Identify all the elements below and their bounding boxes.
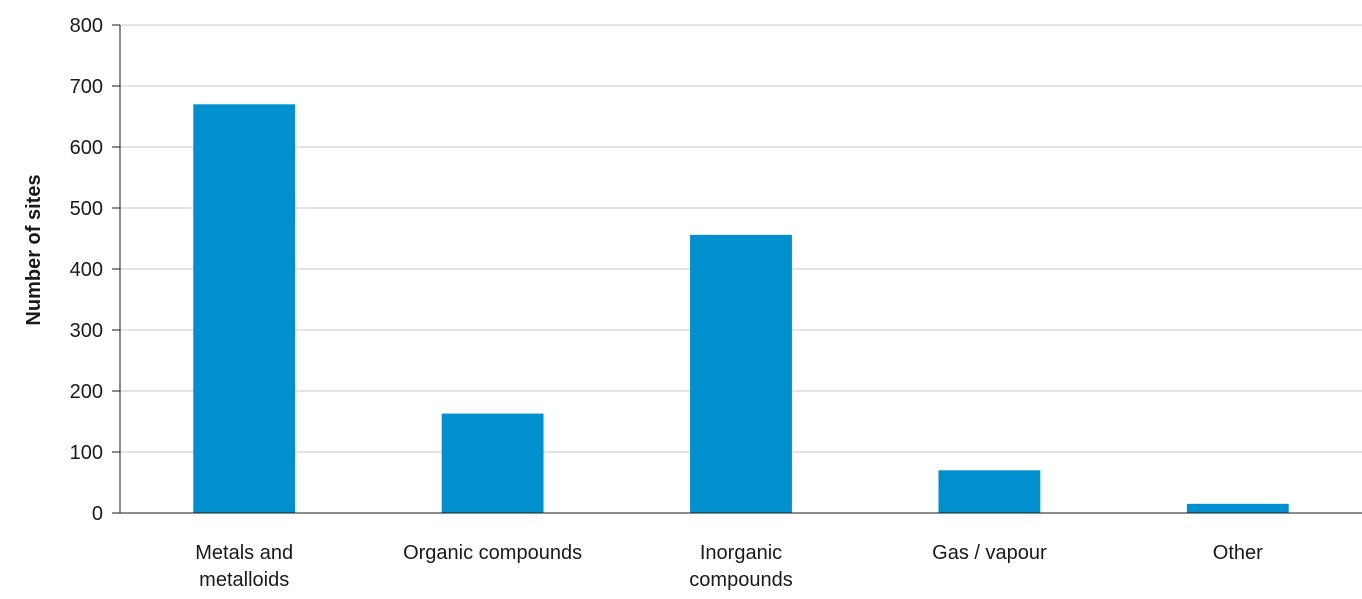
y-tick-label: 0 (92, 503, 103, 525)
bars (193, 104, 1289, 514)
y-tick-label: 100 (70, 442, 103, 464)
x-category-label: Metals and metalloids (195, 542, 293, 591)
x-category-labels: Metals and metalloids Organic compounds Ino… (195, 542, 1263, 591)
y-tick-labels: 0 100 200 300 400 500 600 700 800 (70, 15, 103, 525)
y-tick-label: 700 (70, 76, 103, 98)
x-category-label: Inorganic compounds (689, 542, 792, 591)
x-category-label: Gas / vapour (932, 542, 1047, 564)
y-tick-label: 800 (70, 15, 103, 37)
bar (193, 104, 296, 514)
y-tick-label: 600 (70, 137, 103, 159)
y-tick-label: 500 (70, 198, 103, 220)
x-category-label: Other (1213, 542, 1263, 564)
bar (441, 413, 544, 513)
y-tick-label: 200 (70, 381, 103, 403)
y-tick-label: 400 (70, 259, 103, 281)
bar (938, 470, 1041, 513)
y-tick-label: 300 (70, 320, 103, 342)
bar (690, 234, 792, 513)
y-axis-title: Number of sites (23, 174, 45, 325)
axes (112, 24, 1362, 514)
bar (1186, 503, 1289, 513)
x-category-label: Organic compounds (403, 542, 582, 564)
